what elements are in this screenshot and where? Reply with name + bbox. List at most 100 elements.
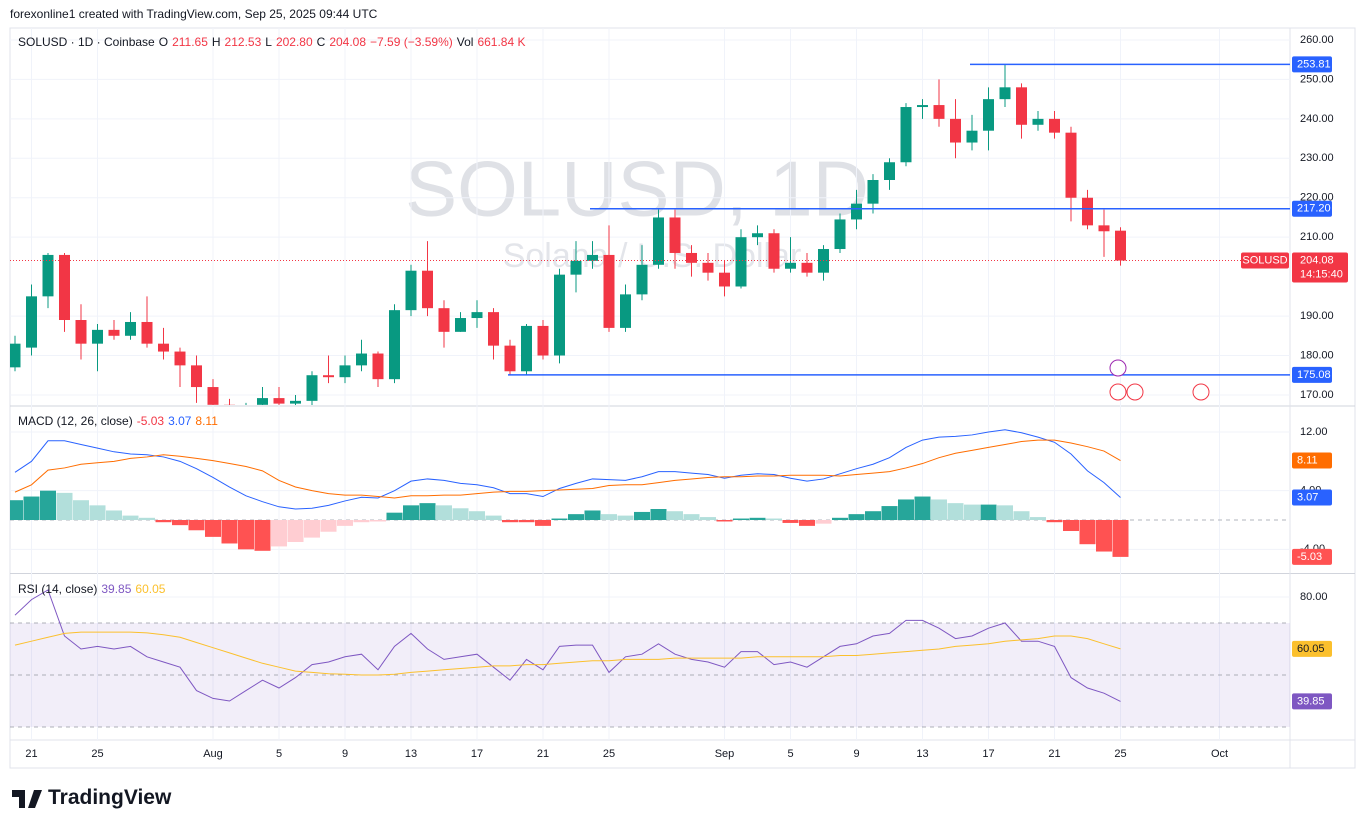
x-tick-label: Oct [1211,748,1228,760]
histogram-bar [386,512,403,521]
histogram-bar [1096,520,1112,552]
histogram-bar [716,520,733,522]
x-tick-label: 21 [1048,748,1060,760]
histogram-bar [931,499,947,521]
histogram-bar [419,503,436,521]
candle-body [900,107,912,163]
histogram-bar [766,518,782,521]
histogram-bar [188,520,205,531]
histogram-bar [56,492,73,521]
candle-body [603,254,615,328]
x-tick-label: 17 [471,748,483,760]
histogram-bar [634,511,650,521]
level-label-bg [1292,56,1332,73]
logo-mark [12,790,42,808]
watermark: SOLUSD, 1D [405,145,869,233]
last-tag-bg [1241,252,1289,269]
histogram-bar [89,505,106,521]
candle-body [241,411,252,415]
histogram-bar [403,505,419,521]
histogram-bar [304,520,320,538]
level-label-bg [1292,366,1332,383]
candle-body [42,254,54,297]
candle-body [174,351,186,366]
candle-body [851,203,862,220]
histogram-bar [1079,520,1096,545]
x-tick-label: Aug [203,748,223,760]
candle-body [356,353,367,366]
histogram-bar [898,499,914,521]
histogram-bar [980,504,997,521]
x-tick-label: 13 [916,748,928,760]
histogram-bar [832,517,848,521]
rsi-value-bg [1292,693,1332,710]
candle-body [686,252,697,263]
candle-body [867,179,879,204]
histogram-bar [122,515,139,521]
plot-layer: 260.00 250.00 240.00 230.00 220.00 210.00 190.… [10,28,1348,760]
frame [9,27,1356,769]
candle-body [92,329,103,344]
candle-body [339,365,351,378]
histogram-bar [1013,511,1030,521]
watermark-subtitle: Solana / U.S. Dollar [503,237,802,275]
histogram-bar [10,500,23,521]
histogram-bar [799,520,815,526]
legend-value: 3.07 [168,414,192,428]
y-tick-label: 12.00 [1300,426,1328,438]
histogram-bar [485,515,502,521]
histogram-bar [238,520,254,550]
histogram-bar [469,511,485,521]
histogram-bar [700,517,716,521]
candle-body [768,233,780,269]
histogram-bar [106,510,122,521]
histogram-bar [683,514,700,521]
x-tick-label: 17 [982,748,994,760]
legend-value: 211.65 [172,35,208,49]
histogram-bar [551,518,568,521]
candle-body [1082,197,1093,226]
histogram-bar [205,520,221,537]
candle-body [884,162,895,180]
legend-title: SOLUSD · 1D · Coinbase [18,35,155,49]
candle-body [983,99,994,131]
legend-label: H [211,35,221,49]
x-tick-label: 5 [276,748,282,760]
candle-body [669,217,681,253]
y-tick-label: 170.00 [1300,389,1334,401]
last-price: 204.08 [1300,254,1334,266]
histogram-bar [733,518,749,521]
attribution: forexonline1 created with TradingView.co… [10,7,378,21]
candle-body [1049,118,1060,133]
histogram-bar [964,504,980,521]
histogram-bar [271,520,287,547]
histogram-bar [997,505,1013,521]
histogram-bar [667,511,683,521]
histogram-bar [155,520,172,523]
candle-body [917,105,928,108]
macd-value: -5.03 [1297,551,1322,563]
histogram-bar [914,496,931,521]
candle-body [438,308,450,332]
legend-value: −7.59 (−3.59%) [370,35,453,49]
candle-body [504,345,516,372]
candle-body [999,87,1011,100]
macd-value-bg [1292,489,1332,506]
x-tick-label: Sep [715,748,735,760]
candle-body [554,274,565,356]
candle-body [587,254,598,261]
candle-body [1065,132,1077,198]
legend-value: 60.05 [135,582,166,596]
rsi-value: 60.05 [1297,643,1325,655]
x-tick-label: 5 [787,748,793,760]
macd-value: 8.11 [1297,454,1318,466]
candle-body [125,321,136,336]
histogram-bar [1063,520,1079,532]
candle-body [10,343,21,368]
y-tick-label: 190.00 [1300,310,1334,322]
histogram-bar [221,520,238,544]
histogram-bar [73,500,89,521]
candle-body [719,272,730,287]
histogram-bar [1030,517,1046,521]
legend-value: 202.80 [275,35,313,49]
